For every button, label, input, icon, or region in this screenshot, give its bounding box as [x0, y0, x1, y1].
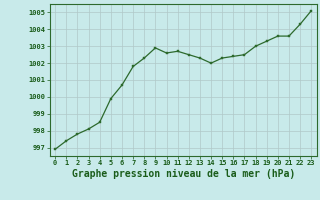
X-axis label: Graphe pression niveau de la mer (hPa): Graphe pression niveau de la mer (hPa) [72, 169, 295, 179]
